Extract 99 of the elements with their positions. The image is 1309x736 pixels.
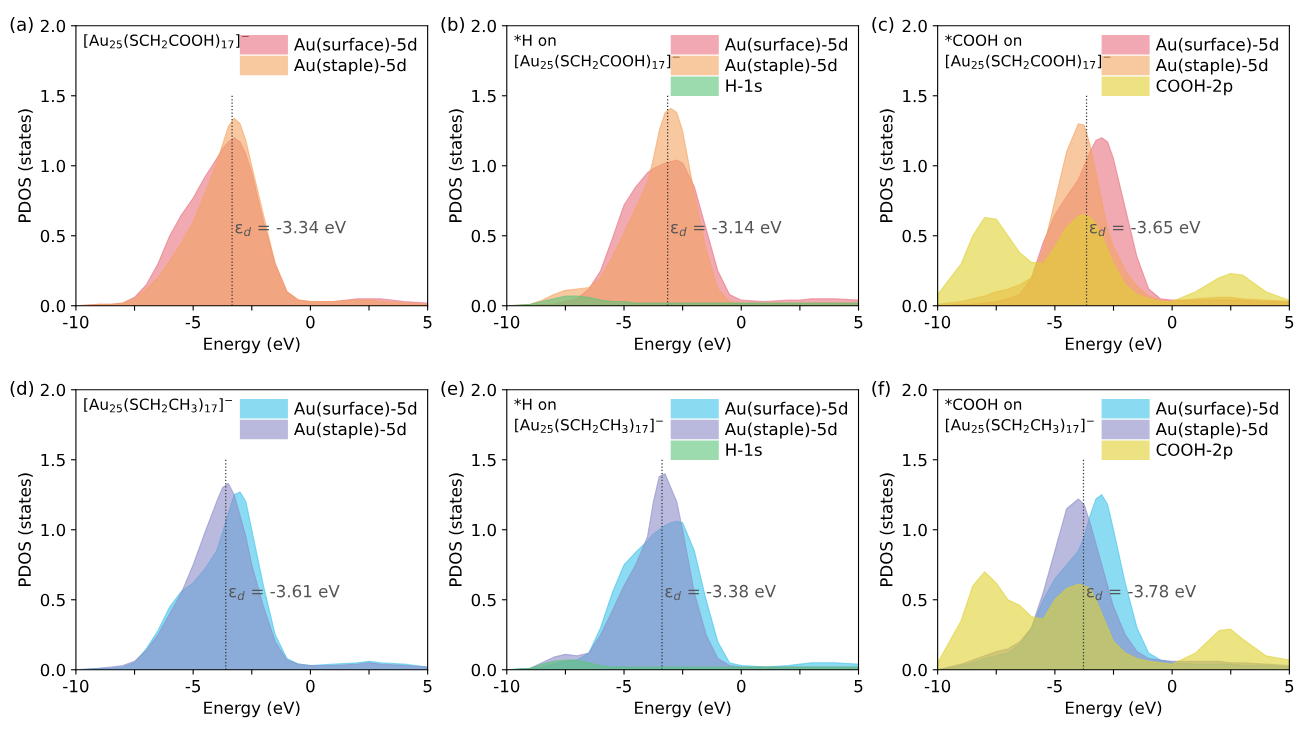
legend-label: COOH-2p (1156, 443, 1233, 460)
y-tick-label: 0.5 (40, 593, 65, 607)
x-axis-title: Energy (eV) (1065, 337, 1162, 354)
x-tick-label: 0 (306, 315, 315, 329)
y-tick-label: 2.0 (40, 19, 66, 33)
y-tick-label: 0.5 (40, 229, 65, 243)
legend-label: Au(staple)-5d (294, 58, 406, 75)
x-tick-label: -10 (493, 679, 520, 693)
y-tick-label: 0.5 (471, 593, 496, 607)
chart-title: (a) (10, 17, 33, 34)
ref-line-label: ε$_{d}$ = -3.65 eV (1089, 220, 1201, 237)
x-tick-label: 5 (423, 316, 432, 329)
legend-label: Au(surface)-5d (294, 401, 417, 417)
y-tick-label: 2.0 (902, 19, 927, 33)
legend-label: Au(staple)-5d (1155, 422, 1268, 439)
y-tick-label: 0.5 (902, 593, 927, 607)
y-tick-label: 1.0 (41, 159, 66, 173)
legend-label: Au(staple)-5d (724, 422, 837, 439)
x-tick-label: -5 (1047, 680, 1062, 693)
legend-label: Au(surface)-5d (294, 37, 417, 53)
y-tick-label: 1.5 (472, 89, 496, 103)
y-tick-label: 1.5 (903, 89, 927, 103)
y-tick-label: 1.5 (41, 89, 65, 103)
y-tick-label: 1.5 (41, 453, 65, 467)
x-tick-label: 0 (1167, 315, 1177, 329)
x-tick-label: -10 (63, 679, 89, 693)
legend-label: H-1s (726, 79, 762, 92)
legend-label: Au(surface)-5d (724, 37, 847, 53)
text: *COOH on [Au$_{25}$(SCH$_{2}$COOH)$_{17}$]$^{−}$ (945, 34, 1111, 70)
x-tick-label: -5 (185, 680, 201, 693)
x-tick-label: 5 (854, 316, 863, 329)
y-tick-label: 2.0 (40, 383, 66, 397)
y-tick-label: 2.0 (471, 383, 496, 397)
chart-title: (b) (441, 17, 464, 34)
y-axis-title: PDOS (states) (448, 473, 464, 587)
y-axis-title: PDOS (states) (448, 109, 464, 223)
x-tick-label: 5 (1285, 680, 1294, 693)
text: *H on [Au$_{25}$(SCH$_{2}$COOH)$_{17}$]$^{−}$ (514, 34, 680, 70)
chart-title: (d) (10, 381, 34, 398)
ref-line-label: ε$_{d}$ = -3.78 eV (1086, 584, 1197, 601)
y-tick-label: 0.0 (471, 299, 496, 313)
legend-label: COOH-2p (1156, 79, 1233, 96)
y-tick-label: 1.0 (41, 523, 66, 537)
x-axis-title: Energy (eV) (204, 701, 300, 718)
y-tick-label: 0.0 (471, 663, 496, 677)
legend-label: Au(staple)-5d (294, 422, 406, 439)
legend-label: Au(surface)-5d (1155, 401, 1278, 417)
x-axis-title: Energy (eV) (635, 337, 731, 354)
text: [Au$_{25}$(SCH$_{2}$CH$_{3}$)$_{17}$]$^{−}$ (84, 398, 232, 413)
x-axis-title: Energy (eV) (1065, 701, 1162, 718)
x-tick-label: -10 (924, 315, 951, 329)
x-tick-label: -5 (616, 680, 631, 693)
x-tick-label: 5 (423, 680, 432, 693)
legend-label: Au(surface)-5d (724, 401, 847, 417)
y-tick-label: 2.0 (902, 383, 927, 397)
y-tick-label: 0.0 (902, 299, 927, 313)
x-tick-label: -5 (1047, 316, 1062, 329)
x-tick-label: 0 (1167, 679, 1177, 693)
x-tick-label: -10 (924, 679, 951, 693)
y-tick-label: 1.5 (903, 453, 927, 467)
y-tick-label: 1.0 (903, 523, 927, 537)
x-axis-title: Energy (eV) (204, 337, 300, 354)
x-tick-label: -5 (616, 316, 631, 329)
y-tick-label: 0.5 (902, 229, 927, 243)
y-axis-title: PDOS (states) (18, 473, 33, 587)
legend-label: H-1s (726, 443, 762, 456)
ref-line-label: ε$_{d}$ = -3.38 eV (665, 584, 776, 601)
text: *H on [Au$_{25}$(SCH$_{2}$CH$_{3}$)$_{17}$]$^{−}$ (514, 398, 663, 434)
x-tick-label: 0 (306, 679, 315, 693)
chart-title: (c) (872, 17, 894, 34)
y-tick-label: 2.0 (471, 19, 496, 33)
legend-label: Au(staple)-5d (724, 58, 837, 75)
y-tick-label: 0.0 (40, 663, 66, 677)
x-tick-label: -10 (493, 315, 520, 329)
y-tick-label: 1.0 (903, 159, 927, 173)
x-tick-label: 0 (737, 315, 746, 329)
y-axis-title: PDOS (states) (879, 109, 895, 223)
x-tick-label: -10 (63, 315, 89, 329)
y-axis-title: PDOS (states) (879, 473, 895, 587)
text: *COOH on [Au$_{25}$(SCH$_{2}$CH$_{3}$)$_{17}$]$^{−}$ (945, 398, 1094, 434)
legend-label: Au(staple)-5d (1155, 58, 1268, 75)
y-axis-title: PDOS (states) (18, 109, 33, 223)
x-tick-label: 0 (737, 679, 746, 693)
y-tick-label: 0.5 (471, 229, 496, 243)
y-tick-label: 0.0 (902, 663, 927, 677)
y-tick-label: 1.5 (472, 453, 496, 467)
x-axis-title: Energy (eV) (635, 701, 731, 718)
ref-line-label: ε$_{d}$ = -3.14 eV (671, 220, 782, 237)
x-tick-label: 5 (1285, 316, 1294, 329)
annotation: [Au$_{25}$(SCH$_{2}$COOH)$_{17}$]$^{−}$ (84, 34, 249, 49)
ref-line-label: ε$_{d}$ = -3.61 eV (229, 584, 340, 601)
y-tick-label: 1.0 (472, 523, 496, 537)
chart-title: (f) (872, 381, 890, 398)
legend-label: Au(surface)-5d (1155, 37, 1278, 53)
y-tick-label: 1.0 (472, 159, 496, 173)
x-tick-label: 5 (854, 680, 863, 693)
x-tick-label: -5 (185, 316, 201, 329)
y-tick-label: 0.0 (40, 299, 66, 313)
chart-title: (e) (441, 381, 464, 398)
